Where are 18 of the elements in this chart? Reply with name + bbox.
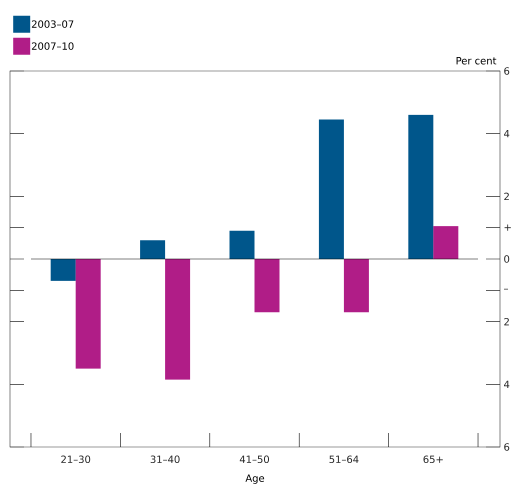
x-tick-label: 31–40 <box>150 456 180 464</box>
y-tick-label: – <box>504 288 508 290</box>
x-tick-label: 41–50 <box>240 456 270 464</box>
x-tick-label: 21–30 <box>61 456 90 464</box>
y-tick-label: 4 <box>504 130 510 138</box>
y-tick-label: + <box>504 224 511 231</box>
y-axis-title: Per cent <box>456 57 496 64</box>
y-tick-label: 4 <box>504 380 510 388</box>
y-tick-label: 2 <box>504 192 509 200</box>
x-tick-label: 51–64 <box>330 456 359 464</box>
x-axis-title: Age <box>245 474 264 484</box>
x-tick-label: 65+ <box>424 456 443 464</box>
legend-label: 2003–07 <box>32 20 74 28</box>
y-tick-label: 6 <box>504 67 510 75</box>
y-tick-label: 6 <box>504 443 510 451</box>
y-tick-label: 0 <box>504 255 510 263</box>
y-tick-label: 2 <box>504 318 509 326</box>
legend-label: 2007–10 <box>32 42 74 50</box>
